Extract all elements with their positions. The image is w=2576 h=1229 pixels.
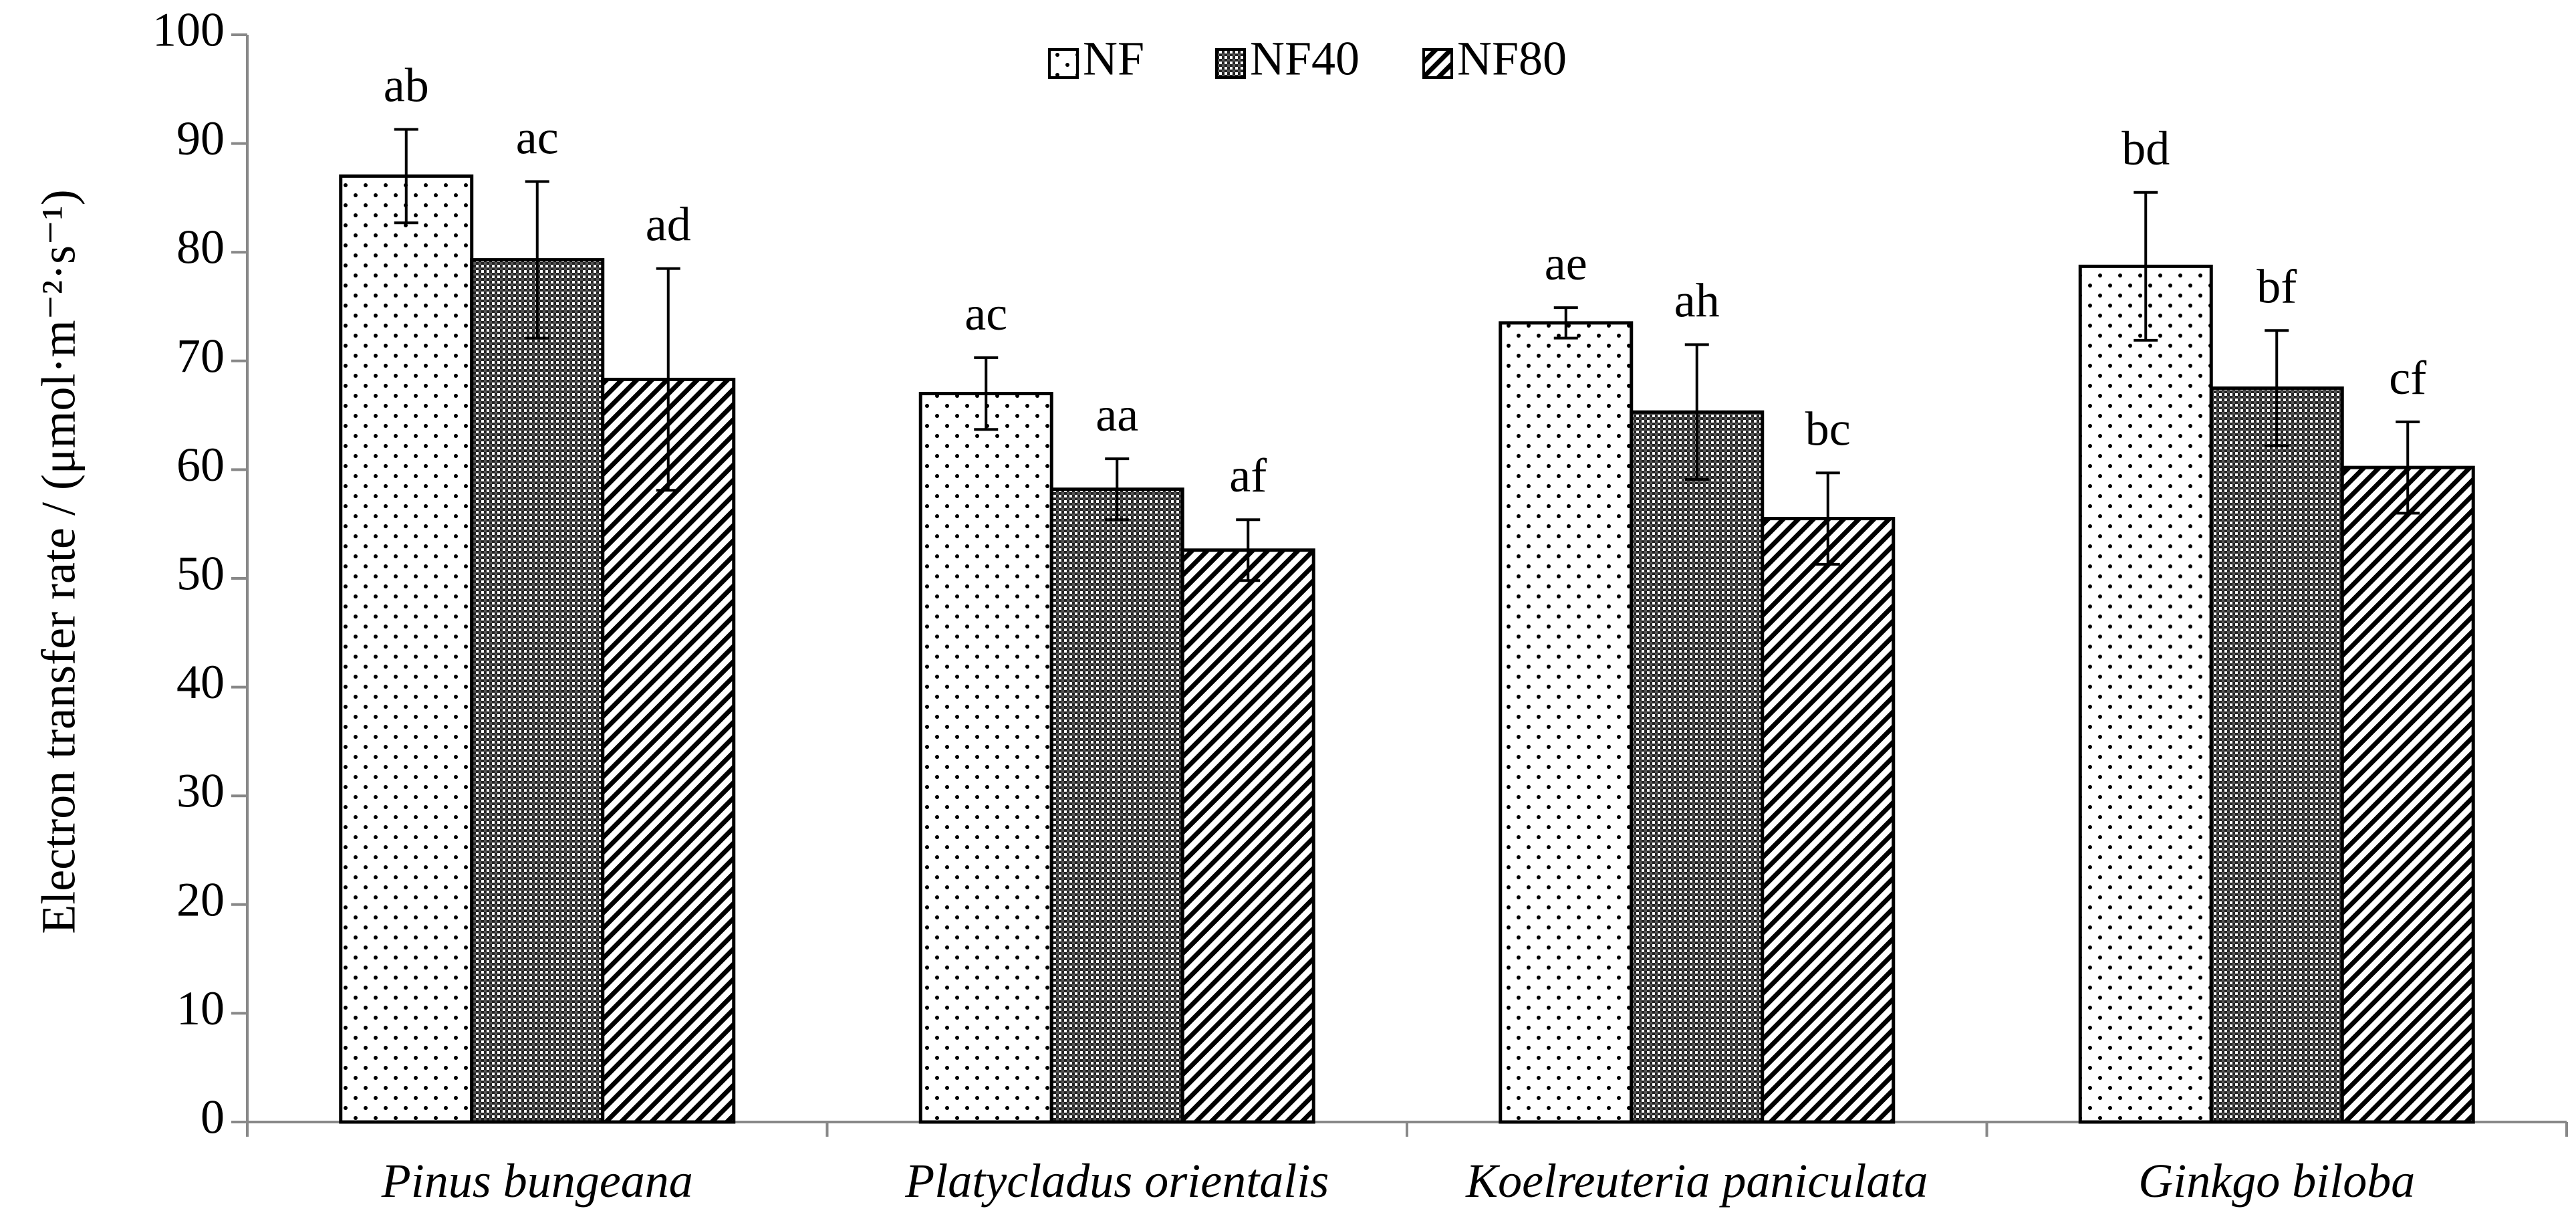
significance-label: ac <box>964 287 1007 340</box>
y-tick-label: 40 <box>176 655 225 709</box>
bar-nf40 <box>2209 386 2344 1124</box>
error-bar <box>2265 329 2289 447</box>
error-bars <box>394 128 2420 582</box>
category-label: Ginkgo biloba <box>2138 1154 2415 1208</box>
significance-labels: ab ac ae bd ac aa ah bf ad af bc cf <box>384 58 2426 502</box>
significance-label: ae <box>1545 237 1587 290</box>
y-tick-label: 70 <box>176 329 225 382</box>
y-tick-label: 30 <box>176 764 225 818</box>
bar-nf80 <box>1180 548 1315 1124</box>
significance-label: cf <box>2389 351 2426 405</box>
error-bar <box>656 267 680 492</box>
significance-label: af <box>1229 449 1267 502</box>
category-label: Koelreuteria paniculata <box>1465 1154 1928 1208</box>
bar-nf40 <box>470 258 605 1124</box>
y-tick-label: 60 <box>176 438 225 491</box>
y-tick-label: 50 <box>176 547 225 600</box>
bar-nf <box>2078 264 2213 1124</box>
error-bar <box>394 128 418 225</box>
bar-nf <box>918 392 1053 1124</box>
legend-label: NF <box>1083 32 1144 86</box>
significance-label: bd <box>2121 122 2170 175</box>
significance-label: ac <box>516 111 559 164</box>
legend-swatch <box>1048 48 1079 79</box>
legend-item-nf: NF <box>1048 32 1144 86</box>
significance-label: ad <box>646 198 691 251</box>
y-tick-label: 0 <box>201 1091 225 1144</box>
y-tick-label: 100 <box>152 3 225 57</box>
significance-label: ah <box>1674 273 1720 327</box>
y-axis-title: Electron transfer rate / (μmol·m⁻²·s⁻¹) <box>32 189 86 933</box>
error-bar <box>1236 518 1261 582</box>
legend-label: NF80 <box>1457 32 1567 86</box>
legend-swatch <box>1422 48 1453 79</box>
bar-nf40 <box>1049 487 1184 1124</box>
category-label: Platycladus orientalis <box>904 1154 1329 1208</box>
category-labels: Pinus bungeana Platycladus orientalis Koel… <box>381 1154 2415 1208</box>
bar-nf80 <box>1761 517 1896 1124</box>
bar-series <box>339 174 2475 1124</box>
x-axis-ticks <box>246 1122 2568 1137</box>
bar-nf <box>1499 321 1634 1124</box>
legend-label: NF40 <box>1250 32 1360 86</box>
legend-item-nf40: NF40 <box>1215 32 1360 86</box>
significance-label: ab <box>384 58 429 112</box>
error-bar <box>1815 471 1840 566</box>
error-bar <box>1684 343 1709 481</box>
significance-label: bf <box>2257 259 2297 313</box>
y-tick-label: 10 <box>176 982 225 1035</box>
significance-label: bc <box>1805 402 1851 455</box>
legend-item-nf80: NF80 <box>1422 32 1567 86</box>
bar-nf80 <box>2340 465 2475 1124</box>
y-axis-ticks: 0 10 20 30 40 50 60 70 80 90 100 <box>152 3 247 1144</box>
y-tick-label: 80 <box>176 221 225 274</box>
legend-swatch <box>1215 48 1246 79</box>
bar-nf <box>339 174 474 1124</box>
category-label: Pinus bungeana <box>381 1154 693 1208</box>
error-bar <box>1553 306 1578 340</box>
error-bar <box>1105 457 1130 522</box>
y-tick-label: 20 <box>176 873 225 926</box>
bar-nf40 <box>1630 410 1765 1124</box>
error-bar <box>974 356 999 431</box>
error-bar <box>2134 191 2158 342</box>
legend: NF NF40 NF80 <box>1048 32 1567 86</box>
error-bar <box>525 180 549 340</box>
significance-label: aa <box>1096 388 1138 441</box>
error-bar <box>2396 420 2420 515</box>
y-tick-label: 90 <box>176 112 225 165</box>
